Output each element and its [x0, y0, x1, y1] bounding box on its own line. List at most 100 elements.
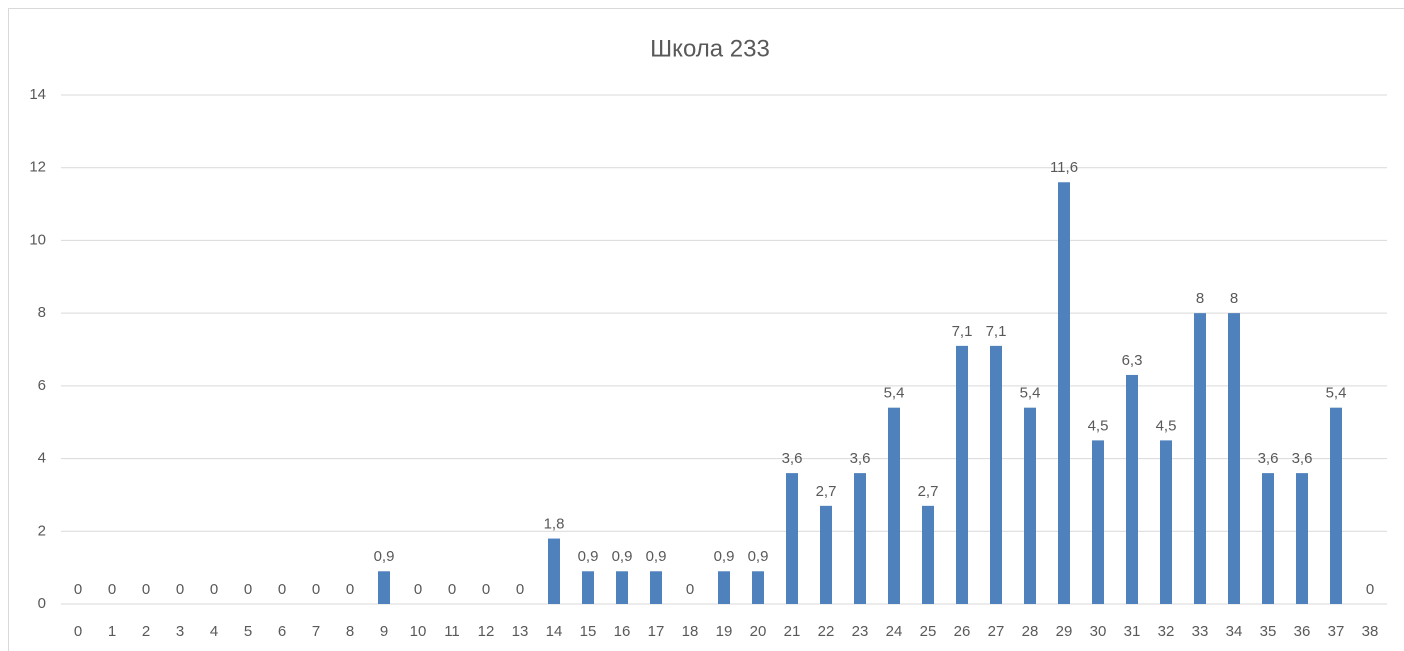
bar: [1296, 473, 1308, 604]
x-tick-label: 28: [1022, 623, 1039, 640]
bar: [752, 571, 764, 604]
x-tick-label: 2: [142, 623, 150, 640]
y-tick-label: 14: [29, 86, 46, 103]
value-label: 0: [312, 581, 320, 598]
bar: [1160, 440, 1172, 604]
bar: [378, 571, 390, 604]
x-tick-label: 1: [108, 623, 116, 640]
value-label: 8: [1196, 290, 1204, 307]
bar: [616, 571, 628, 604]
x-tick-label: 3: [176, 623, 184, 640]
bar: [1228, 313, 1240, 604]
x-tick-label: 9: [380, 623, 388, 640]
value-label: 3,6: [1258, 450, 1279, 467]
value-label: 2,7: [918, 483, 939, 500]
value-label: 0: [516, 581, 524, 598]
y-tick-label: 12: [29, 159, 46, 176]
bar: [888, 407, 900, 604]
chart-title: Школа 233: [650, 35, 770, 62]
x-tick-label: 7: [312, 623, 320, 640]
y-tick-label: 6: [38, 377, 46, 394]
bar: [1058, 182, 1070, 604]
x-tick-label: 29: [1056, 623, 1073, 640]
x-tick-label: 6: [278, 623, 286, 640]
x-tick-label: 27: [988, 623, 1005, 640]
bar: [1194, 313, 1206, 604]
x-tick-label: 37: [1328, 623, 1345, 640]
value-label: 0,9: [646, 548, 667, 565]
x-tick-label: 32: [1158, 623, 1175, 640]
y-tick-label: 2: [38, 522, 46, 539]
value-label: 0: [346, 581, 354, 598]
x-tick-label: 0: [74, 623, 82, 640]
value-label: 0: [414, 581, 422, 598]
bar: [1092, 440, 1104, 604]
value-label: 6,3: [1122, 352, 1143, 369]
value-label: 8: [1230, 290, 1238, 307]
bar: [1330, 407, 1342, 604]
chart-frame: [8, 8, 1404, 651]
value-label: 7,1: [986, 323, 1007, 340]
value-label: 3,6: [1292, 450, 1313, 467]
bar: [854, 473, 866, 604]
bar: [1024, 407, 1036, 604]
x-tick-label: 33: [1192, 623, 1209, 640]
x-tick-label: 14: [546, 623, 563, 640]
y-tick-label: 10: [29, 231, 46, 248]
x-tick-label: 16: [614, 623, 631, 640]
value-label: 0,9: [374, 548, 395, 565]
value-label: 0: [210, 581, 218, 598]
x-tick-label: 30: [1090, 623, 1107, 640]
x-tick-label: 13: [512, 623, 529, 640]
value-label: 0: [176, 581, 184, 598]
x-tick-label: 25: [920, 623, 937, 640]
value-label: 5,4: [884, 385, 905, 402]
value-label: 7,1: [952, 323, 973, 340]
bar: [956, 345, 968, 604]
x-tick-label: 21: [784, 623, 801, 640]
value-label: 5,4: [1326, 385, 1347, 402]
x-tick-label: 18: [682, 623, 699, 640]
x-tick-label: 4: [210, 623, 218, 640]
value-label: 11,6: [1050, 159, 1078, 176]
x-tick-label: 22: [818, 623, 835, 640]
x-tick-label: 10: [410, 623, 427, 640]
x-tick-label: 35: [1260, 623, 1277, 640]
bar: [922, 505, 934, 604]
value-label: 0,9: [612, 548, 633, 565]
value-label: 0: [278, 581, 286, 598]
bar: [786, 473, 798, 604]
bar: [582, 571, 594, 604]
x-tick-label: 24: [886, 623, 903, 640]
x-tick-label: 8: [346, 623, 354, 640]
x-tick-label: 26: [954, 623, 971, 640]
x-tick-label: 11: [444, 623, 460, 640]
x-tick-label: 36: [1294, 623, 1311, 640]
x-tick-label: 23: [852, 623, 869, 640]
value-label: 4,5: [1156, 417, 1177, 434]
x-tick-label: 34: [1226, 623, 1243, 640]
bar: [820, 505, 832, 604]
value-label: 4,5: [1088, 417, 1109, 434]
value-label: 3,6: [782, 450, 803, 467]
value-label: 0,9: [578, 548, 599, 565]
value-label: 2,7: [816, 483, 837, 500]
value-label: 1,8: [544, 516, 565, 533]
y-tick-label: 0: [38, 595, 46, 612]
bar: [548, 538, 560, 604]
value-label: 0: [244, 581, 252, 598]
value-label: 0,9: [714, 548, 735, 565]
value-label: 0,9: [748, 548, 769, 565]
value-label: 0: [108, 581, 116, 598]
value-label: 3,6: [850, 450, 871, 467]
x-tick-label: 5: [244, 623, 252, 640]
value-label: 0: [1366, 581, 1374, 598]
x-tick-label: 17: [648, 623, 665, 640]
x-tick-label: 19: [716, 623, 733, 640]
bar: [718, 571, 730, 604]
x-tick-label: 12: [478, 623, 495, 640]
bar: [990, 345, 1002, 604]
bar: [1126, 374, 1138, 604]
value-label: 0: [686, 581, 694, 598]
bar: [1262, 473, 1274, 604]
